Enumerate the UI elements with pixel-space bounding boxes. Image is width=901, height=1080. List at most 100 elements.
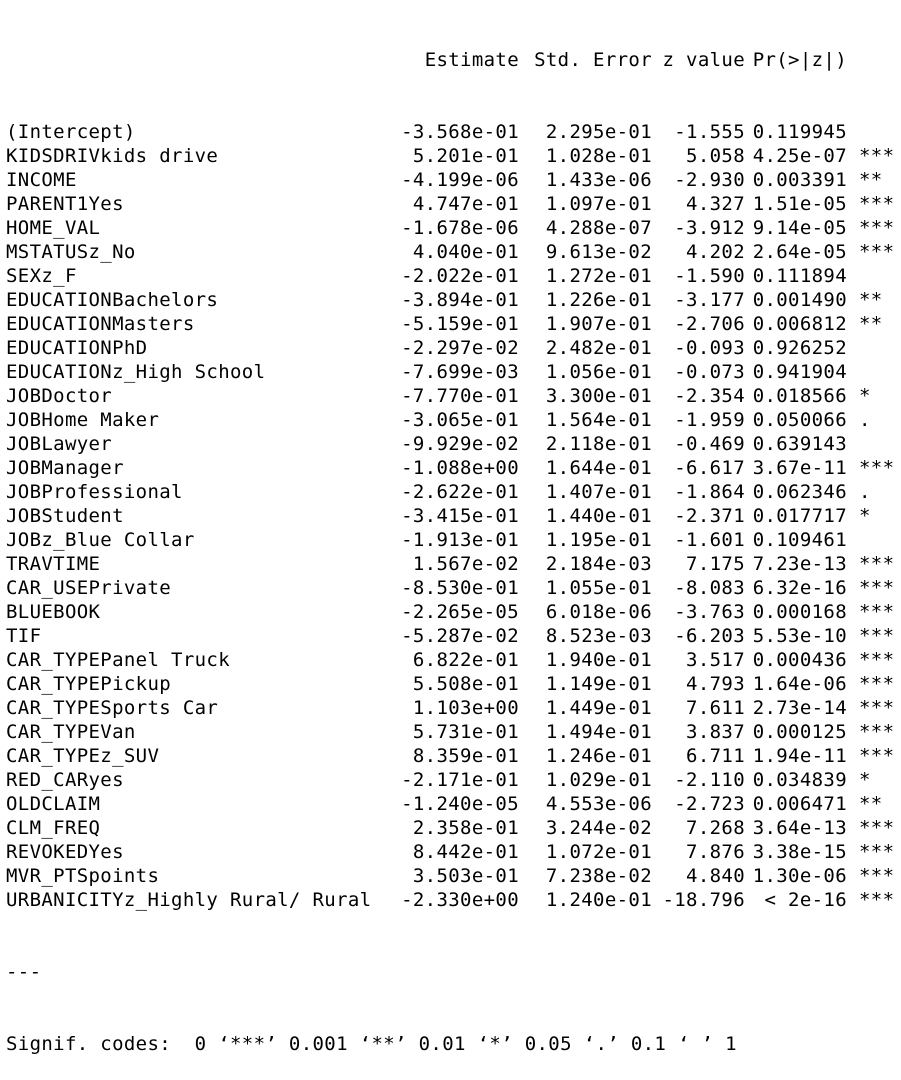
term-label: MSTATUSz_No (6, 241, 136, 263)
std-error-value: 1.564e-01 (545, 409, 652, 431)
table-row: CAR_TYPEPickup 5.508e-01 1.149e-01 4.793 1.6… (6, 672, 901, 696)
p-value: 0.000436 (752, 649, 847, 671)
term-label: JOBLawyer (6, 433, 113, 455)
p-value: 0.003391 (752, 169, 847, 191)
std-error-value: 1.240e-01 (545, 889, 652, 911)
z-value: -1.864 (674, 481, 745, 503)
p-value: 0.639143 (752, 433, 847, 455)
estimate-value: -2.022e-01 (401, 265, 519, 287)
std-error-value: 1.246e-01 (545, 745, 652, 767)
p-value: 0.941904 (752, 361, 847, 383)
z-value-header: z value (662, 49, 745, 71)
table-row: TIF -5.287e-02 8.523e-03 -6.203 5.53e-10 *** (6, 624, 901, 648)
significance-stars: . (859, 409, 871, 431)
std-error-value: 1.440e-01 (545, 505, 652, 527)
term-label: CAR_USEPrivate (6, 577, 172, 599)
table-row: CAR_TYPEVan 5.731e-01 1.494e-01 3.837 0.0001… (6, 720, 901, 744)
std-error-value: 1.226e-01 (545, 289, 652, 311)
term-label: SEXz_F (6, 265, 77, 287)
term-label: KIDSDRIVkids drive (6, 145, 219, 167)
p-value: 1.51e-05 (752, 193, 847, 215)
table-row: CAR_TYPESports Car 1.103e+00 1.449e-01 7.61… (6, 696, 901, 720)
significance-stars: *** (859, 193, 895, 215)
p-value: 0.050066 (752, 409, 847, 431)
estimate-value: -9.929e-02 (401, 433, 519, 455)
z-value: 7.268 (686, 817, 745, 839)
p-value: 2.73e-14 (752, 697, 847, 719)
std-error-value: 4.288e-07 (545, 217, 652, 239)
p-value-header: Pr(>|z|) (752, 49, 847, 71)
p-value: 0.000125 (752, 721, 847, 743)
term-label: JOBStudent (6, 505, 124, 527)
term-label: JOBDoctor (6, 385, 113, 407)
std-error-value: 6.018e-06 (545, 601, 652, 623)
term-label: JOBProfessional (6, 481, 183, 503)
estimate-value: 4.040e-01 (412, 241, 519, 263)
table-row: URBANICITYz_Highly Rural/ Rural -2.330e+0… (6, 888, 901, 912)
std-error-value: 1.149e-01 (545, 673, 652, 695)
std-error-value: 1.494e-01 (545, 721, 652, 743)
z-value: 4.327 (686, 193, 745, 215)
term-label: CLM_FREQ (6, 817, 101, 839)
estimate-value: -1.913e-01 (401, 529, 519, 551)
table-row: CLM_FREQ 2.358e-01 3.244e-02 7.268 3.64e-13 *… (6, 816, 901, 840)
estimate-value: -7.770e-01 (401, 385, 519, 407)
p-value: 9.14e-05 (752, 217, 847, 239)
estimate-value: -2.330e+00 (401, 889, 519, 911)
z-value: -1.601 (674, 529, 745, 551)
z-value: -8.083 (674, 577, 745, 599)
table-row: RED_CARyes -2.171e-01 1.029e-01 -2.110 0.034… (6, 768, 901, 792)
estimate-value: -1.240e-05 (401, 793, 519, 815)
std-error-value: 3.300e-01 (545, 385, 652, 407)
z-value: -2.930 (674, 169, 745, 191)
p-value: 1.94e-11 (752, 745, 847, 767)
significance-stars: *** (859, 673, 895, 695)
estimate-value: -2.171e-01 (401, 769, 519, 791)
term-label: JOBHome Maker (6, 409, 160, 431)
std-error-value: 2.295e-01 (545, 121, 652, 143)
significance-stars: *** (859, 745, 895, 767)
estimate-value: 4.747e-01 (412, 193, 519, 215)
table-row: BLUEBOOK -2.265e-05 6.018e-06 -3.763 0.00016… (6, 600, 901, 624)
term-label: PARENT1Yes (6, 193, 124, 215)
p-value: 0.006471 (752, 793, 847, 815)
estimate-value: -5.287e-02 (401, 625, 519, 647)
std-error-value: 1.433e-06 (545, 169, 652, 191)
estimate-value: -2.265e-05 (401, 601, 519, 623)
z-value: 5.058 (686, 145, 745, 167)
significance-stars: *** (859, 145, 895, 167)
estimate-value: -3.415e-01 (401, 505, 519, 527)
std-error-value: 1.907e-01 (545, 313, 652, 335)
signif-codes-legend: Signif. codes: 0 ‘***’ 0.001 ‘**’ 0.01 ‘… (6, 1033, 737, 1055)
table-row: HOME_VAL -1.678e-06 4.288e-07 -3.912 9.14e-0… (6, 216, 901, 240)
z-value: -18.796 (662, 889, 745, 911)
estimate-value: 2.358e-01 (412, 817, 519, 839)
z-value: -2.110 (674, 769, 745, 791)
p-value: 4.25e-07 (752, 145, 847, 167)
z-value: -2.706 (674, 313, 745, 335)
z-value: -0.469 (674, 433, 745, 455)
significance-stars: * (859, 505, 871, 527)
z-value: 7.876 (686, 841, 745, 863)
table-row: EDUCATIONz_High School -7.699e-03 1.056e-0… (6, 360, 901, 384)
p-value: 0.926252 (752, 337, 847, 359)
p-value: 6.32e-16 (752, 577, 847, 599)
term-label: URBANICITYz_Highly Rural/ Rural (6, 889, 372, 911)
term-label: JOBManager (6, 457, 124, 479)
p-value: 0.034839 (752, 769, 847, 791)
term-label: CAR_TYPEz_SUV (6, 745, 160, 767)
estimate-value: -3.065e-01 (401, 409, 519, 431)
table-row: JOBManager -1.088e+00 1.644e-01 -6.617 3.67e… (6, 456, 901, 480)
table-row: EDUCATIONPhD -2.297e-02 2.482e-01 -0.093 0.9… (6, 336, 901, 360)
table-row: JOBHome Maker -3.065e-01 1.564e-01 -1.959 0.… (6, 408, 901, 432)
coefficient-rows: (Intercept) -3.568e-01 2.295e-01 -1.555 0.11… (6, 120, 901, 912)
z-value: -2.371 (674, 505, 745, 527)
z-value: 3.837 (686, 721, 745, 743)
significance-stars: ** (859, 793, 883, 815)
significance-stars: ** (859, 169, 883, 191)
table-row: TRAVTIME 1.567e-02 2.184e-03 7.175 7.23e-13 *… (6, 552, 901, 576)
p-value: 1.30e-06 (752, 865, 847, 887)
p-value: 5.53e-10 (752, 625, 847, 647)
z-value: 4.202 (686, 241, 745, 263)
estimate-value: -5.159e-01 (401, 313, 519, 335)
